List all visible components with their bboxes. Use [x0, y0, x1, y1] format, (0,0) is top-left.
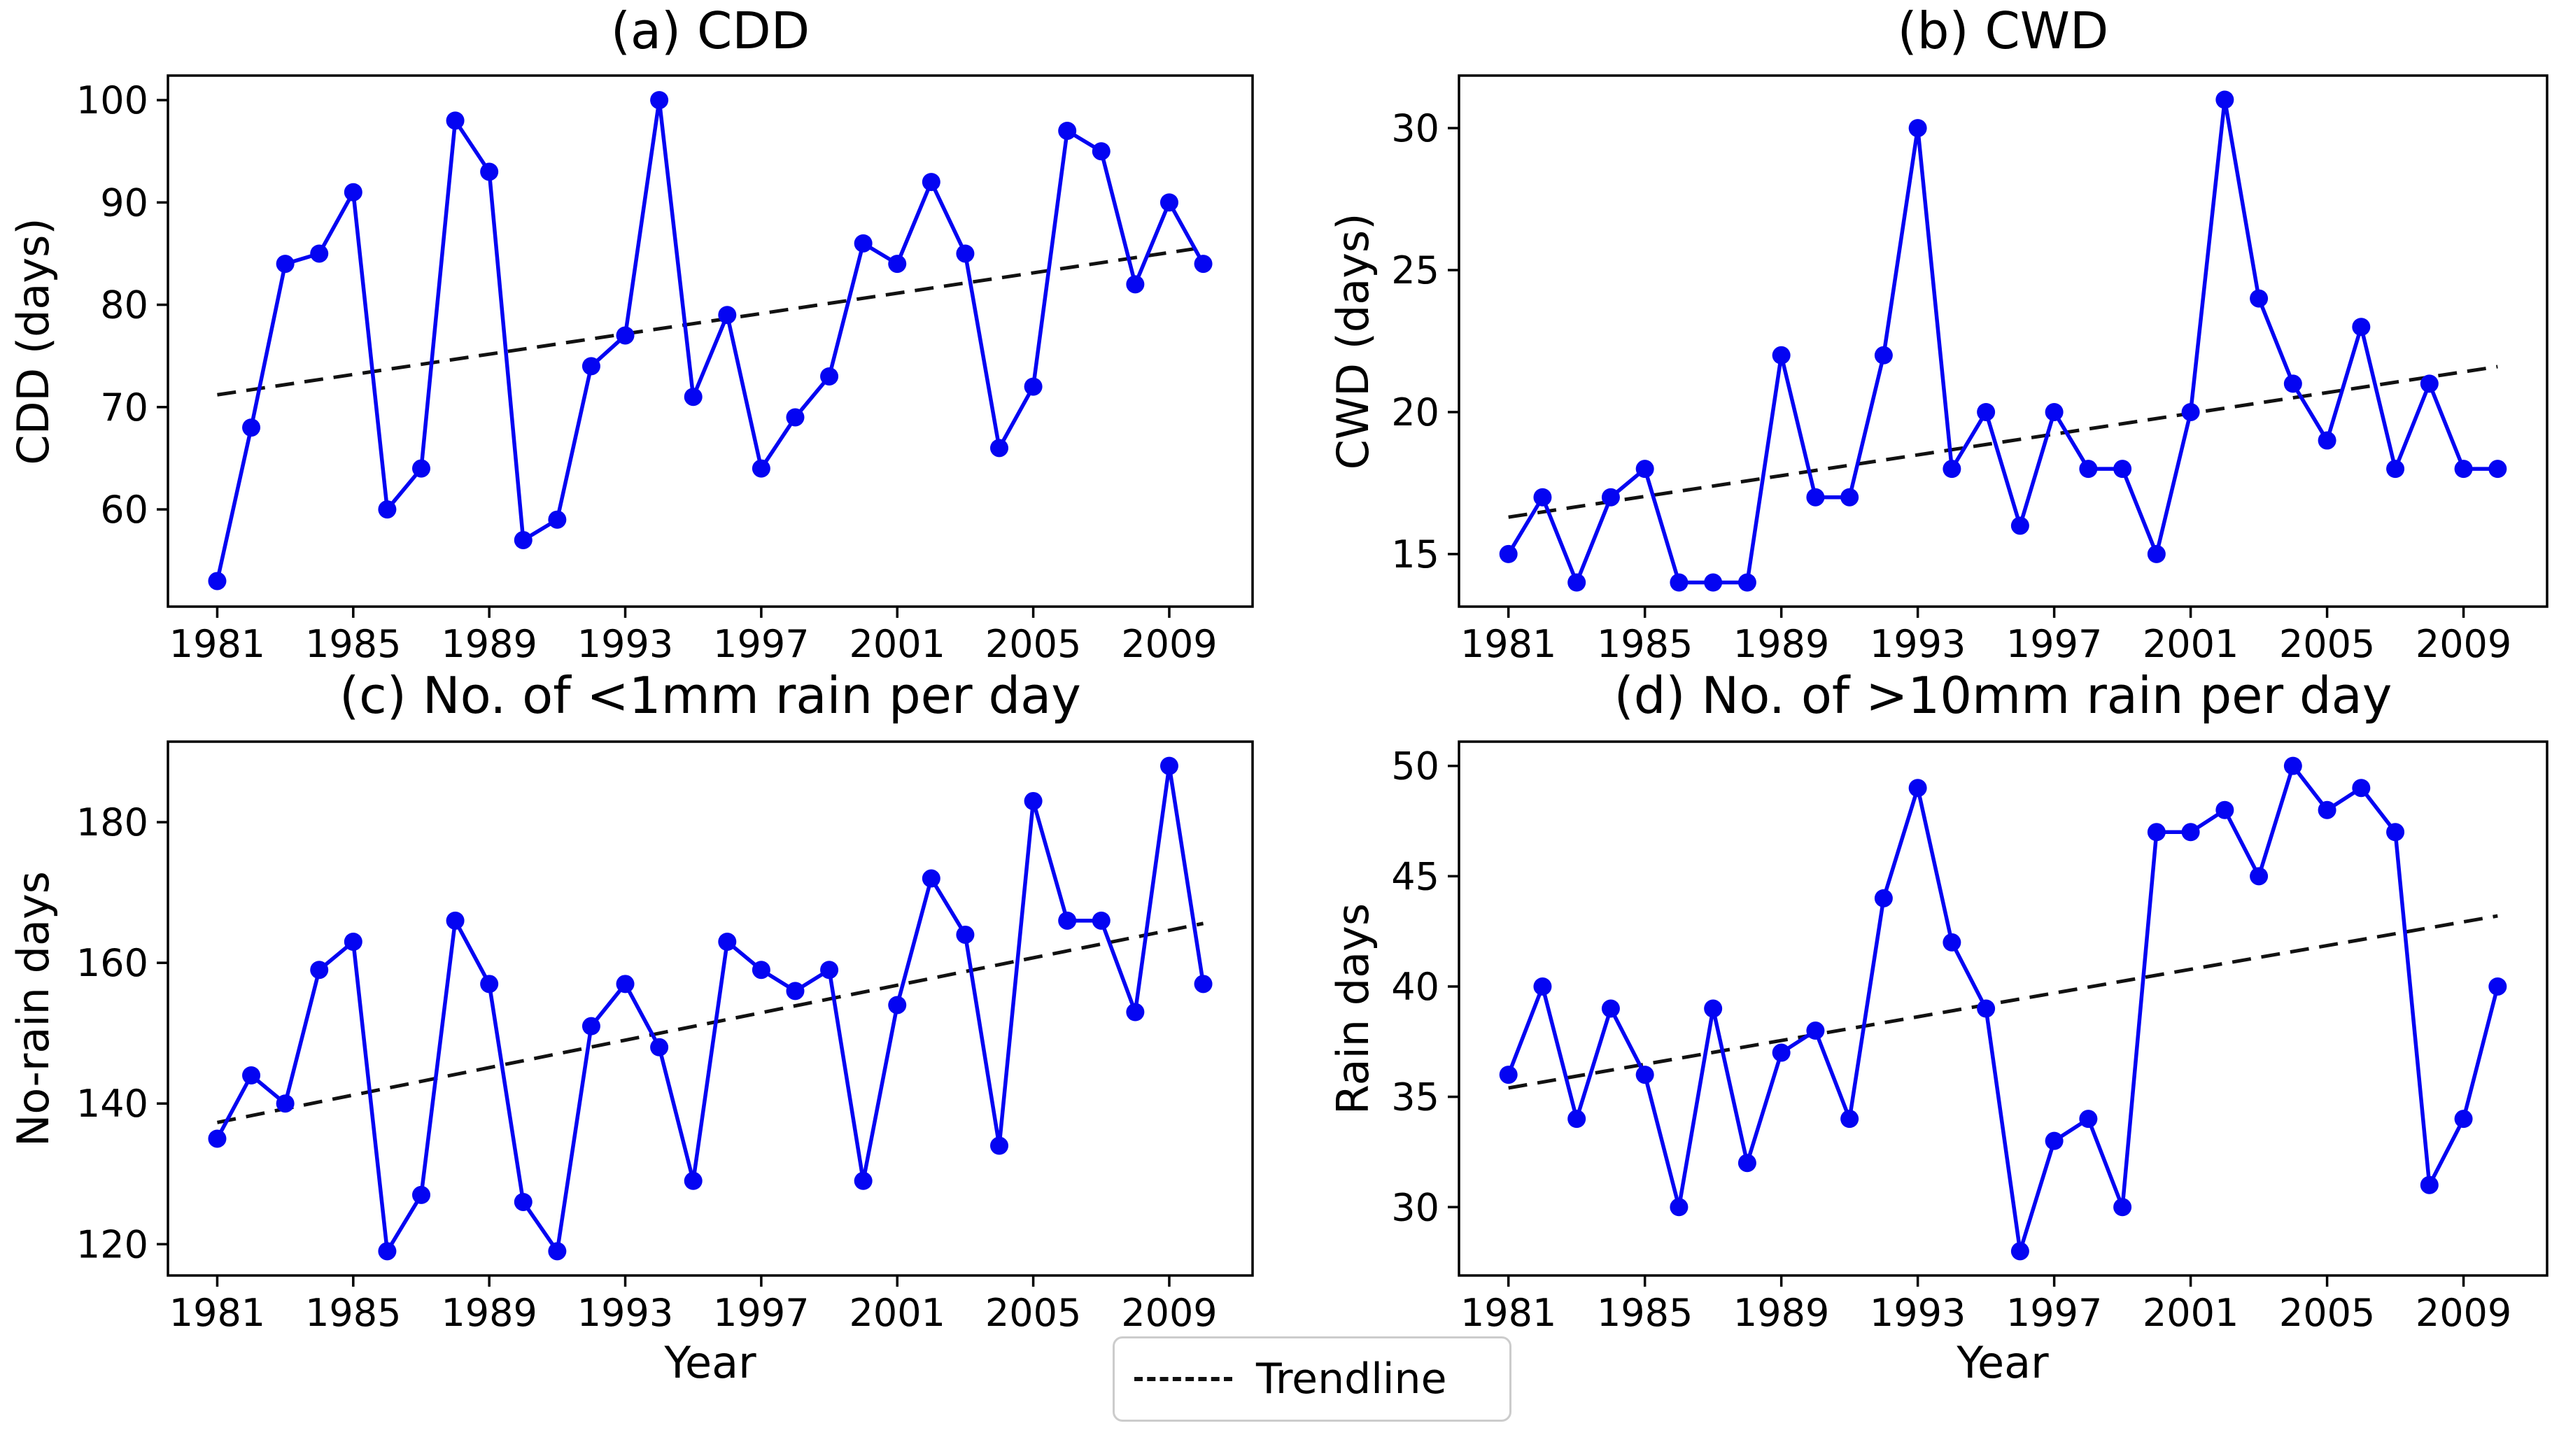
panel-a-title: (a) CDD — [610, 1, 810, 60]
svg-text:140: 140 — [76, 1082, 148, 1126]
svg-text:1989: 1989 — [1733, 1291, 1829, 1335]
svg-text:1997: 1997 — [713, 622, 809, 666]
panel-c-x-axis-label: Year — [664, 1337, 756, 1388]
svg-text:35: 35 — [1391, 1075, 1439, 1119]
svg-text:2005: 2005 — [985, 1291, 1081, 1335]
svg-text:1985: 1985 — [1597, 622, 1693, 666]
svg-text:1981: 1981 — [1460, 622, 1556, 666]
svg-text:2009: 2009 — [1121, 622, 1217, 666]
svg-text:15: 15 — [1391, 532, 1439, 577]
svg-text:20: 20 — [1391, 390, 1439, 434]
panel-c-y-axis-label: No-rain days — [8, 871, 59, 1147]
svg-text:2005: 2005 — [2279, 622, 2375, 666]
svg-text:2001: 2001 — [850, 1291, 945, 1335]
svg-text:25: 25 — [1391, 248, 1439, 292]
panel-d-title: (d) No. of >10mm rain per day — [1614, 666, 2392, 725]
svg-text:1985: 1985 — [305, 622, 401, 666]
svg-text:40: 40 — [1391, 965, 1439, 1009]
panel-d-x-axis-label: Year — [1957, 1337, 2049, 1388]
svg-text:2009: 2009 — [1121, 1291, 1217, 1335]
svg-text:2005: 2005 — [985, 622, 1081, 666]
panel-c-title: (c) No. of <1mm rain per day — [339, 666, 1081, 725]
svg-text:2001: 2001 — [2143, 622, 2239, 666]
svg-text:1993: 1993 — [577, 622, 673, 666]
svg-text:180: 180 — [76, 800, 148, 844]
svg-text:1997: 1997 — [2006, 1291, 2102, 1335]
svg-text:1981: 1981 — [1460, 1291, 1556, 1335]
svg-text:1993: 1993 — [1870, 1291, 1966, 1335]
svg-text:120: 120 — [76, 1222, 148, 1266]
svg-text:160: 160 — [76, 941, 148, 985]
svg-text:1981: 1981 — [169, 622, 265, 666]
legend-label: Trendline — [1256, 1355, 1447, 1404]
svg-text:1989: 1989 — [441, 622, 537, 666]
legend-box: Trendline — [1113, 1336, 1511, 1422]
svg-text:2005: 2005 — [2279, 1291, 2375, 1335]
svg-text:1985: 1985 — [305, 1291, 401, 1335]
svg-text:2001: 2001 — [850, 622, 945, 666]
svg-text:1993: 1993 — [1870, 622, 1966, 666]
svg-text:60: 60 — [100, 488, 148, 532]
svg-text:1989: 1989 — [441, 1291, 537, 1335]
svg-text:50: 50 — [1391, 744, 1439, 789]
svg-text:90: 90 — [100, 181, 148, 225]
panel-c-plot: 1981 1985 1989 1993 1997 2001 2005 2009 120 140 16… — [76, 740, 1254, 1335]
svg-text:1997: 1997 — [713, 1291, 809, 1335]
svg-text:1997: 1997 — [2006, 622, 2102, 666]
svg-text:30: 30 — [1391, 106, 1439, 150]
panel-a-plot: 1981 1985 1989 1993 1997 2001 2005 2009 60 70 80 90… — [76, 74, 1254, 666]
svg-text:2009: 2009 — [2416, 622, 2511, 666]
panel-b-title: (b) CWD — [1897, 1, 2109, 60]
svg-text:2009: 2009 — [2416, 1291, 2511, 1335]
svg-text:1985: 1985 — [1597, 1291, 1693, 1335]
panel-d-y-axis-label: Rain days — [1327, 903, 1379, 1115]
svg-text:1989: 1989 — [1733, 622, 1829, 666]
svg-text:1981: 1981 — [169, 1291, 265, 1335]
svg-text:45: 45 — [1391, 854, 1439, 898]
svg-text:2001: 2001 — [2143, 1291, 2239, 1335]
panel-b-y-axis-label: CWD (days) — [1327, 213, 1379, 470]
panel-d-plot: 1981 1985 1989 1993 1997 2001 2005 2009 30 35 40 45… — [1391, 740, 2549, 1335]
svg-text:30: 30 — [1391, 1185, 1439, 1229]
panel-a-y-axis-label: CDD (days) — [8, 218, 59, 465]
panel-b-plot: 1981 1985 1989 1993 1997 2001 2005 2009 15 20 25 30 — [1391, 74, 2549, 666]
svg-text:100: 100 — [76, 78, 148, 122]
svg-text:70: 70 — [100, 386, 148, 430]
svg-text:1993: 1993 — [577, 1291, 673, 1335]
svg-text:80: 80 — [100, 283, 148, 327]
dashed-line-icon — [1134, 1377, 1232, 1381]
